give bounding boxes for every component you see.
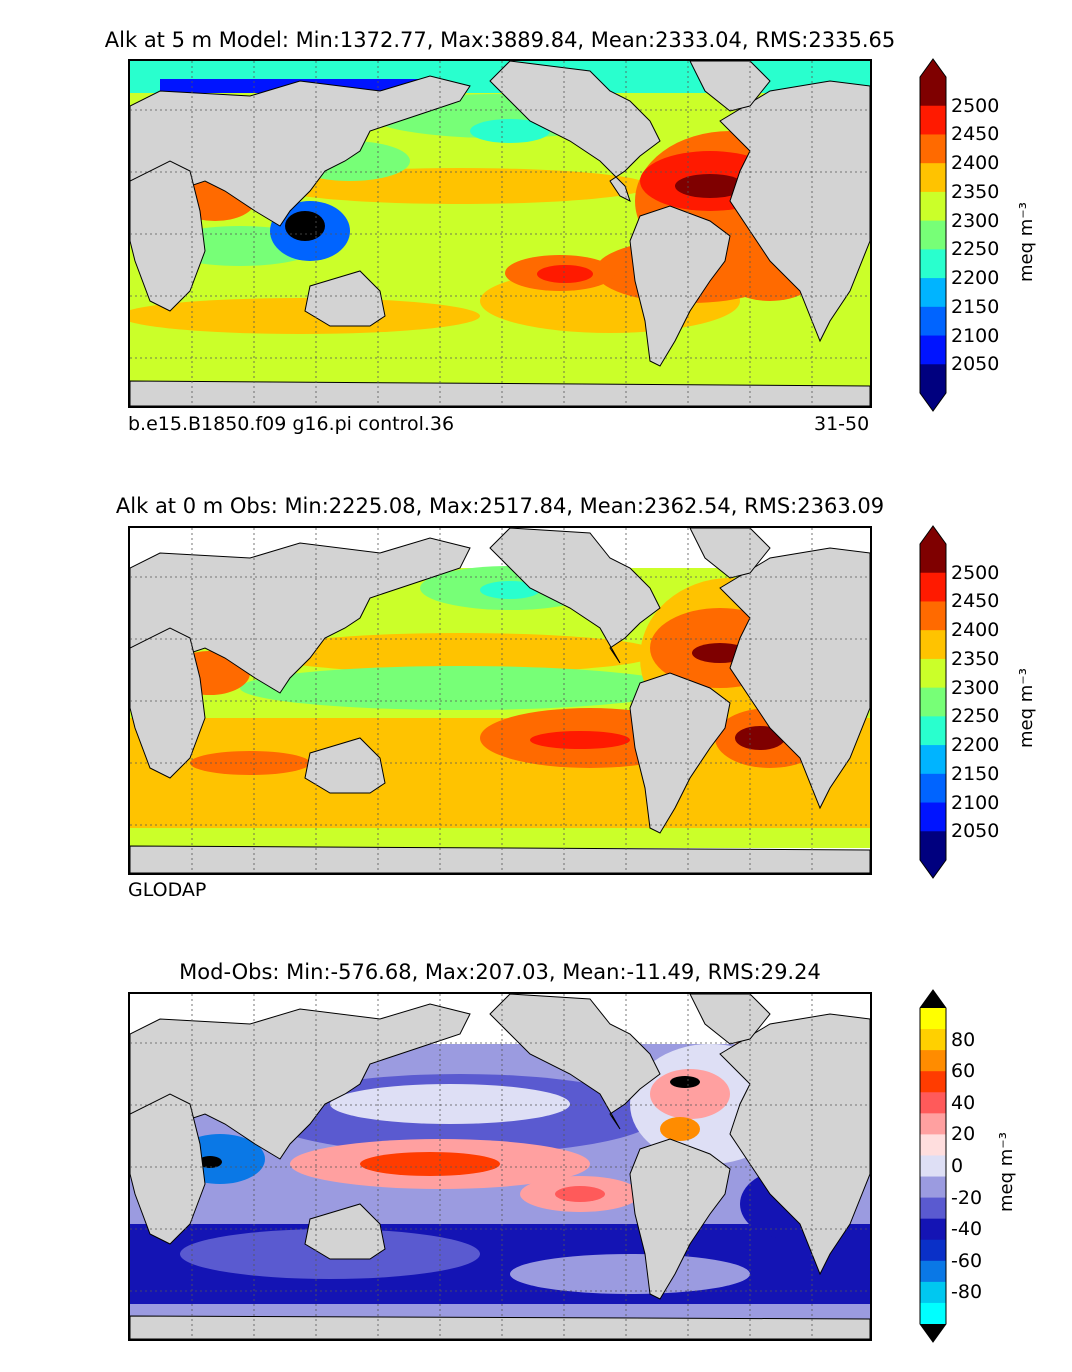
difference-map (130, 994, 870, 1339)
colorbar-segment (920, 745, 946, 775)
colorbar-segment (920, 249, 946, 279)
colorbar-segment (920, 572, 946, 602)
colorbar-segment (920, 278, 946, 308)
colorbar-tick-label: 2150 (951, 762, 1000, 785)
panel-1-colorbar (918, 58, 978, 412)
colorbar-extend-top (920, 990, 946, 1008)
colorbar-tick-label: 2500 (951, 561, 1000, 584)
colorbar-tick-label: 2150 (951, 295, 1000, 318)
colorbar-tick-label: 40 (951, 1091, 976, 1114)
panel-3-map (128, 992, 872, 1341)
colorbar-segment (920, 1176, 946, 1199)
panel-2-map (128, 526, 872, 875)
colorbar-segment (920, 364, 946, 394)
panel-2-title: Alk at 0 m Obs: Min:2225.08, Max:2517.84… (115, 494, 885, 518)
colorbar-extend-bottom (920, 393, 946, 411)
panel-3-colorbar (918, 989, 978, 1343)
colorbar-tick-label: 2250 (951, 705, 1000, 728)
colorbar-segment (920, 134, 946, 164)
colorbar-tick-label: 60 (951, 1060, 976, 1083)
colorbar-segment (920, 1302, 946, 1325)
colorbar-tick-label: 2500 (951, 94, 1000, 117)
panel-1-years: 31-50 (814, 413, 870, 435)
colorbar-segment (920, 1218, 946, 1241)
colorbar-tick-label: -60 (951, 1249, 983, 1272)
colorbar-segment (920, 773, 946, 804)
colorbar-tick-label: 2300 (951, 209, 1000, 232)
colorbar-tick-label: 2250 (951, 238, 1000, 261)
panel-1-colorbar-unit: meq m⁻³ (1016, 201, 1037, 282)
colorbar-tick-label: 2100 (951, 324, 1000, 347)
colorbar-tick-label: -40 (951, 1218, 983, 1241)
colorbar-tick-label: 2350 (951, 647, 1000, 670)
colorbar-tick-label: -80 (951, 1281, 983, 1304)
colorbar-segment (920, 1050, 946, 1072)
colorbar-segment (920, 601, 946, 631)
colorbar-segment (920, 191, 946, 222)
model-alkalinity-map (130, 61, 870, 406)
colorbar-tick-label: 2350 (951, 180, 1000, 203)
colorbar-extend-top (920, 526, 946, 544)
colorbar-extend-bottom (920, 860, 946, 878)
colorbar-segment (920, 1197, 946, 1220)
colorbar-segment (920, 716, 946, 746)
panel-1-title: Alk at 5 m Model: Min:1372.77, Max:3889.… (104, 28, 896, 52)
colorbar-segment (920, 687, 946, 717)
colorbar-tick-label: 2400 (951, 152, 1000, 175)
colorbar-extend-top (920, 59, 946, 77)
colorbar-segment (920, 1071, 946, 1093)
panel-1-case-name: b.e15.B1850.f09 g16.pi control.36 (128, 413, 455, 435)
colorbar-tick-label: 2300 (951, 676, 1000, 699)
obs-alkalinity-map (130, 528, 870, 873)
colorbar-segment (920, 1281, 946, 1304)
colorbar-segment (920, 1029, 946, 1051)
colorbar-segment (920, 77, 946, 107)
panel-2-source: GLODAP (128, 879, 207, 901)
colorbar-segment (920, 220, 946, 250)
colorbar-tick-label: 20 (951, 1123, 976, 1146)
colorbar-extend-bottom (920, 1324, 946, 1342)
panel-3-title: Mod-Obs: Min:-576.68, Max:207.03, Mean:-… (179, 960, 821, 984)
colorbar-tick-label: 2400 (951, 619, 1000, 642)
colorbar-tick-label: 2050 (951, 353, 1000, 376)
colorbar-tick-label: 2100 (951, 791, 1000, 814)
panel-3-colorbar-unit: meq m⁻³ (996, 1131, 1017, 1212)
colorbar-tick-label: 80 (951, 1028, 976, 1051)
colorbar-tick-label: -20 (951, 1186, 983, 1209)
colorbar-tick-label: 2200 (951, 267, 1000, 290)
panel-1-map (128, 59, 872, 408)
colorbar-segment (920, 306, 946, 337)
colorbar-tick-label: 2050 (951, 820, 1000, 843)
panel-2-colorbar (918, 525, 978, 879)
colorbar-segment (920, 1092, 946, 1114)
colorbar-segment (920, 1239, 946, 1262)
colorbar-segment (920, 1113, 946, 1135)
colorbar-tick-label: 2200 (951, 734, 1000, 757)
colorbar-segment (920, 1134, 946, 1156)
colorbar-segment (920, 1008, 946, 1030)
panel-2-colorbar-unit: meq m⁻³ (1016, 667, 1037, 748)
colorbar-segment (920, 1155, 946, 1178)
colorbar-segment (920, 630, 946, 660)
colorbar-segment (920, 658, 946, 689)
colorbar-segment (920, 335, 946, 365)
colorbar-segment (920, 831, 946, 861)
colorbar-tick-label: 0 (951, 1155, 964, 1177)
colorbar-tick-label: 2450 (951, 590, 1000, 613)
colorbar-segment (920, 163, 946, 193)
colorbar-tick-label: 2450 (951, 123, 1000, 146)
colorbar-segment (920, 105, 946, 135)
colorbar-segment (920, 802, 946, 832)
colorbar-segment (920, 544, 946, 574)
colorbar-segment (920, 1260, 946, 1283)
